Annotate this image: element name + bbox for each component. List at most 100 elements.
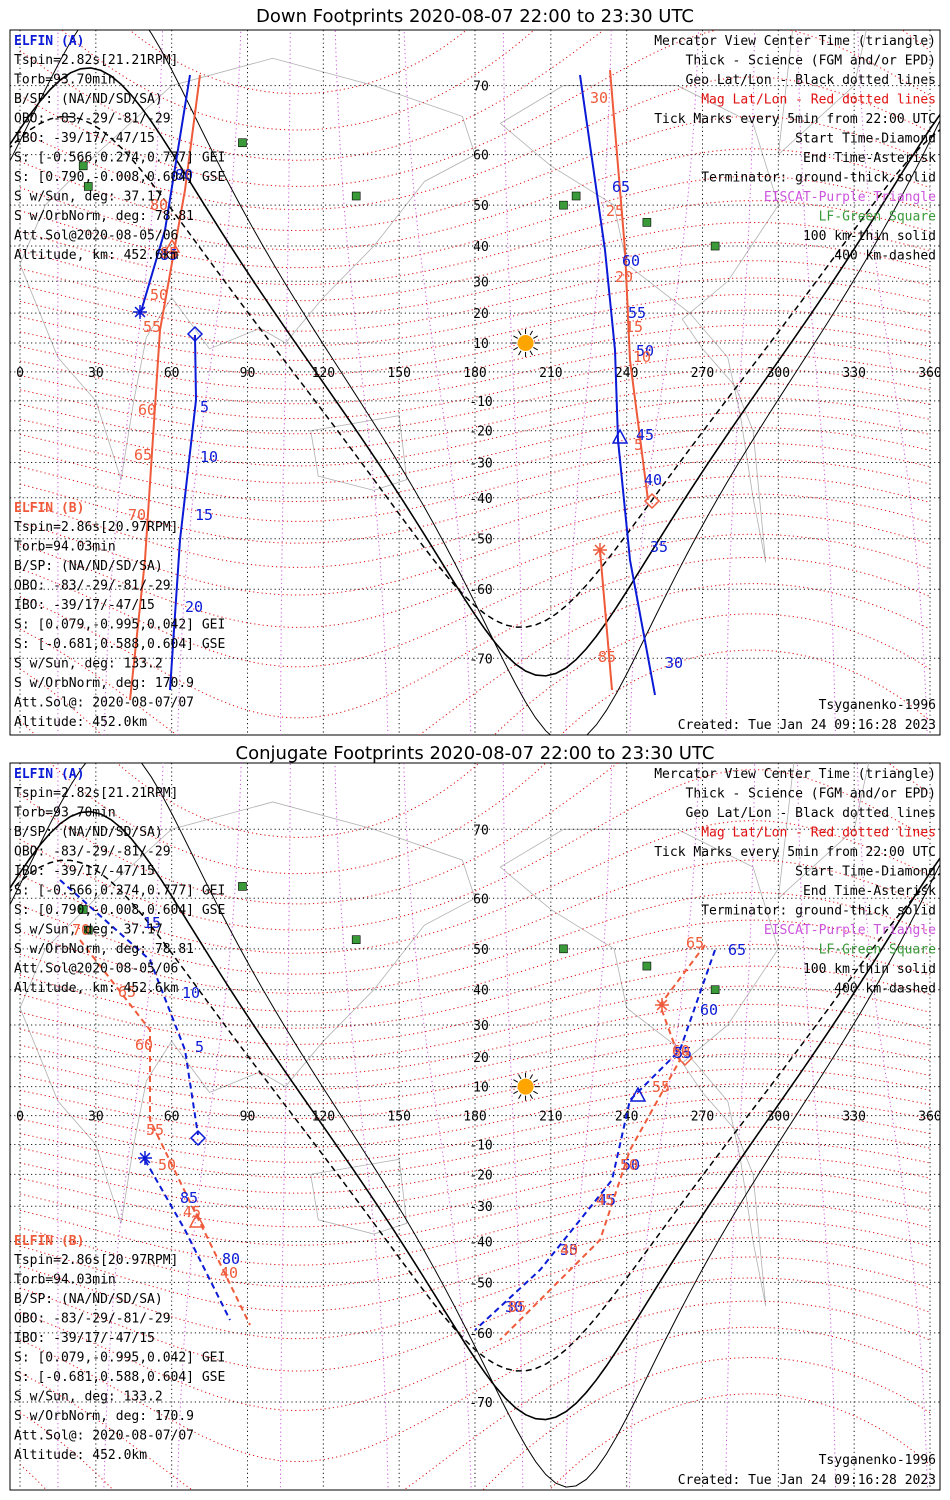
sat-b-info-line: Altitude: 452.0km bbox=[14, 715, 147, 730]
lf-stations bbox=[78, 138, 720, 251]
panel-title: Down Footprints 2020-08-07 22:00 to 23:3… bbox=[256, 6, 694, 27]
landmass-1 bbox=[310, 1158, 408, 1235]
sat-a-info-line: S w/OrbNorm, deg: 78.81 bbox=[14, 942, 194, 957]
track-b-tick-label: 25 bbox=[606, 202, 624, 220]
track-b-tick-label: 70 bbox=[72, 921, 90, 939]
lat-tick-label: 40 bbox=[473, 240, 489, 255]
satellite-tracks: 1510585806560555045353070656055504540656… bbox=[59, 879, 746, 1341]
lon-tick-label: 120 bbox=[312, 1110, 335, 1125]
track-a-tick-label: 30 bbox=[665, 654, 683, 672]
sat-a-info-line: IBO: -39/17/-47/15 bbox=[14, 131, 155, 146]
landmass-2 bbox=[500, 85, 779, 563]
square-icon bbox=[642, 218, 652, 227]
diamond-icon bbox=[676, 1049, 694, 1067]
legend-entry: EISCAT-Purple Triangle bbox=[764, 923, 936, 938]
lat-tick-label: -70 bbox=[469, 652, 492, 667]
track-a-tick-label: 85 bbox=[160, 246, 178, 264]
mag-lon-line bbox=[103, 763, 164, 1488]
landmass-3 bbox=[777, 763, 870, 899]
sat-b-info-line: S w/Sun, deg: 133.2 bbox=[14, 1390, 163, 1405]
legend-entry: End Time-Asterisk bbox=[803, 151, 936, 166]
legend-entry: Mercator View Center Time (triangle) bbox=[654, 34, 936, 49]
lon-tick-label: 210 bbox=[539, 366, 562, 381]
mag-grid bbox=[19, 763, 931, 1490]
sat-a-info-line: Tspin=2.82s[21.21RPM] bbox=[14, 53, 178, 68]
mag-lon-line bbox=[403, 763, 472, 1488]
mag-lat-line bbox=[19, 115, 931, 232]
lat-tick-label: -60 bbox=[469, 1327, 492, 1342]
lat-tick-label: -10 bbox=[469, 1139, 492, 1154]
square-icon bbox=[238, 882, 247, 891]
legend-entry: 100 km-thin solid bbox=[803, 229, 936, 244]
sat-b-info-line: Torb=94.03min bbox=[14, 1273, 116, 1288]
triangle-icon bbox=[611, 428, 629, 444]
mag-lat-line bbox=[19, 556, 931, 719]
lf-stations bbox=[78, 882, 720, 995]
lon-tick-label: 270 bbox=[691, 1110, 714, 1125]
satellite-tracks: 85 80 5 10 15 20 65 60 55 50 45 40 35 30 80 85 50 55 60 65 7… bbox=[128, 69, 683, 701]
lon-tick-label: 120 bbox=[312, 366, 335, 381]
track-b-tick-label: 80 bbox=[150, 196, 168, 214]
lat-tick-label: 50 bbox=[473, 199, 489, 214]
mag-lat-line bbox=[61, 30, 535, 131]
lon-tick-label: 270 bbox=[691, 366, 714, 381]
legend-entry: Tick Marks every 5min from 22:00 UTC bbox=[654, 845, 936, 860]
info-block: ELFIN (A) Tspin=2.82s[21.21RPM] Torb=93.70… bbox=[14, 767, 936, 1488]
square-icon bbox=[351, 935, 361, 944]
track-a-tick-label: 45 bbox=[636, 426, 654, 444]
track-a-tick-label: 65 bbox=[728, 941, 746, 959]
sat-b-info-line: Att.Sol@: 2020-08-07/07 bbox=[14, 696, 194, 711]
legend-entry: LF-Green Square bbox=[819, 210, 937, 225]
lon-tick-label: 330 bbox=[842, 366, 865, 381]
sun-icon bbox=[511, 1072, 540, 1101]
sat-a-info-line: Att.Sol@2020-08-05/06 bbox=[14, 229, 178, 244]
lon-tick-label: 0 bbox=[16, 1110, 24, 1125]
track-b-tick-label: 50 bbox=[158, 1156, 176, 1174]
landmass-3 bbox=[777, 30, 867, 155]
sat-b-label: ELFIN (B) bbox=[14, 501, 84, 516]
landmass-0 bbox=[19, 57, 476, 480]
diamond-icon bbox=[186, 325, 204, 343]
legend-entry: 400 km-dashed bbox=[834, 982, 936, 997]
square-icon bbox=[559, 944, 568, 954]
lon-tick-label: 210 bbox=[539, 1110, 562, 1125]
track-b-tick-label: 60 bbox=[138, 401, 156, 419]
track-a-tick-label: 80 bbox=[175, 166, 193, 184]
track-b-tick-label: 85 bbox=[160, 244, 178, 262]
track-b-east bbox=[499, 944, 706, 1341]
sat-a-info-line: Altitude, km: 452.6km bbox=[14, 248, 179, 263]
sat-b-info-line: S: [0.079,-0.995,0.042] GEI bbox=[14, 618, 225, 633]
sat-a-info-line: S w/Sun, deg: 37.17 bbox=[14, 190, 163, 205]
sat-b-info-line: B/SP: (NA/ND/SD/SA) bbox=[14, 1292, 163, 1307]
legend-entry: LF-Green Square bbox=[819, 943, 937, 958]
lat-tick-label: 70 bbox=[473, 823, 489, 838]
lon-tick-label: 60 bbox=[164, 366, 180, 381]
terminator-100km bbox=[10, 763, 940, 1488]
lon-tick-label: 30 bbox=[88, 1110, 104, 1125]
asterisk-icon bbox=[138, 1151, 152, 1165]
track-b-tick-label: 65 bbox=[134, 446, 152, 464]
sat-b-info-line: S: [-0.681,0.588,0.604] GSE bbox=[14, 637, 225, 652]
track-b-tick-label: 70 bbox=[128, 506, 146, 524]
track-b-tick-label: 60 bbox=[672, 1042, 690, 1060]
triangle-icon bbox=[629, 1086, 647, 1102]
lat-tick-label: 20 bbox=[473, 1051, 489, 1066]
sat-a-info-line: S w/OrbNorm, deg: 78.81 bbox=[14, 209, 194, 224]
created-timestamp: Created: Tue Jan 24 09:16:28 2023 bbox=[678, 1473, 936, 1488]
triangle-icon bbox=[188, 1212, 206, 1228]
square-icon bbox=[83, 925, 93, 935]
terminator-100km bbox=[10, 30, 940, 735]
square-icon bbox=[559, 200, 568, 210]
legend-entry: 100 km-thin solid bbox=[803, 962, 936, 977]
track-b-tick-label: 45 bbox=[596, 1191, 614, 1209]
track-b-tick-label: 50 bbox=[150, 286, 168, 304]
lon-tick-label: 360 bbox=[918, 1110, 941, 1125]
terminator bbox=[10, 30, 940, 735]
legend-entry: EISCAT-Purple Triangle bbox=[764, 190, 936, 205]
terminator-ground bbox=[10, 67, 940, 677]
track-b-tick-label: 55 bbox=[143, 318, 161, 336]
track-a-tick-label: 35 bbox=[650, 538, 668, 556]
lat-tick-label: 70 bbox=[473, 80, 489, 95]
mag-lat-line bbox=[49, 763, 547, 875]
mag-lat-line bbox=[19, 1219, 931, 1312]
